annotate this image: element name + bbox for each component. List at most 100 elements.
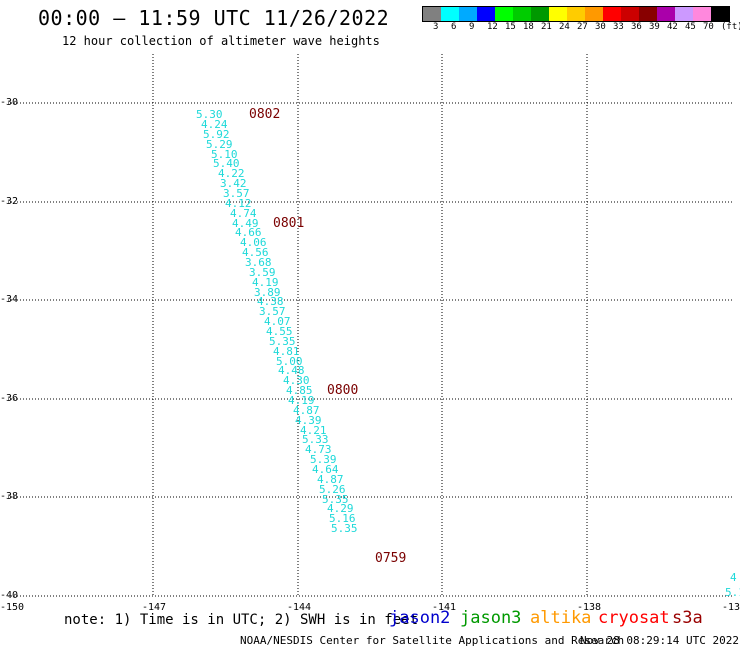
legend-swatch [657,7,675,21]
legend-swatch [549,7,567,21]
wave-height-value: 4.12 [225,197,252,210]
wave-height-value: 4.30 [283,374,310,387]
wave-height-value: 4.06 [240,236,267,249]
wave-height-value: 5.35 [269,335,296,348]
longitude-label: -150 [0,602,25,613]
latitude-label: -32 [0,196,19,207]
wave-height-value: 5.1 [725,586,740,599]
satellite-jason2: jason2 [389,608,451,628]
longitude-label: -144 [287,602,312,613]
wave-height-value: 4.85 [286,384,313,397]
legend-label: 12 [487,22,498,32]
wave-height-value: 4.19 [288,394,315,407]
wave-height-value: 5.35 [322,493,349,506]
legend-swatch [459,7,477,21]
longitude-label: -147 [142,602,167,613]
wave-height-value: 3.57 [259,305,286,318]
legend-swatch [513,7,531,21]
legend-swatch [603,7,621,21]
wave-height-value: 3.42 [220,177,247,190]
legend-swatch [585,7,603,21]
legend-swatch [675,7,693,21]
legend-label: 39 [649,22,660,32]
latitude-label: -30 [0,97,19,108]
wave-height-value: 4.39 [295,414,322,427]
latitude-label: -38 [0,491,19,502]
wave-height-value: 5.30 [196,108,223,121]
legend-swatch [639,7,657,21]
legend-swatch [477,7,495,21]
legend-label: 27 [577,22,588,32]
time-label: 0802 [249,107,281,122]
wave-height-value: 3.89 [254,286,281,299]
wave-height-value: 5.39 [310,453,337,466]
legend-swatch [531,7,549,21]
legend-swatch [711,7,729,21]
wave-height-value: 4.19 [252,276,279,289]
satellite-cryosat: cryosat [598,608,670,628]
legend-label: 36 [631,22,642,32]
longitude-label: -138 [577,602,602,613]
wave-height-value: 4.49 [232,217,259,230]
legend-label: 6 [451,22,457,32]
legend-label: 70 [703,22,714,32]
wave-height-value: 4.64 [312,463,339,476]
legend-label: 9 [469,22,475,32]
wave-height-value: 4.29 [327,502,354,515]
wave-height-value: 5.29 [206,138,233,151]
legend-swatch [567,7,585,21]
wave-height-value: 4.48 [278,364,305,377]
wave-height-value: 3.68 [245,256,272,269]
wave-height-value: 4.66 [235,226,262,239]
latitude-label: -34 [0,294,19,305]
wave-height-value: 4.56 [242,246,269,259]
wave-height-value: 5.35 [331,522,358,535]
wave-height-value: 5.00 [276,355,303,368]
note-text: note: 1) Time is in UTC; 2) SWH is in fe… [64,612,419,628]
legend-swatch [621,7,639,21]
satellite-jason3: jason3 [460,608,522,628]
legend-label: 30 [595,22,606,32]
wave-height-value: 5.33 [302,433,329,446]
wave-height-value: 5.16 [329,512,356,525]
wave-height-value: 4.81 [273,345,300,358]
legend-label: 3 [433,22,439,32]
wave-height-value: 4.24 [201,118,228,131]
wave-height-value: 4.74 [230,207,257,220]
longitude-label: -135 [722,602,740,613]
legend-label: 33 [613,22,624,32]
wave-height-value: 4.87 [317,473,344,486]
wave-height-value: 5.26 [319,483,346,496]
wave-height-value: 4.55 [266,325,293,338]
satellite-s3a: s3a [672,608,703,628]
legend-swatch [495,7,513,21]
color-legend [422,6,730,22]
wave-height-value: 3.57 [223,187,250,200]
legend-label: 24 [559,22,570,32]
time-label: 0800 [327,383,359,398]
wave-height-value: 4.38 [257,295,284,308]
legend-swatch [693,7,711,21]
wave-height-value: 5.40 [213,157,240,170]
credit-text: NOAA/NESDIS Center for Satellite Applica… [240,634,625,647]
wave-height-value: 4.22 [218,167,245,180]
wave-height-value: 4.21 [300,424,327,437]
latitude-label: -36 [0,393,19,404]
legend-swatch [423,7,441,21]
time-label: 0801 [273,216,305,231]
wave-height-value: 5.10 [211,148,238,161]
wave-height-value: 5.92 [203,128,230,141]
legend-label: 21 [541,22,552,32]
wave-height-value: 4.87 [293,404,320,417]
legend-label: 18 [523,22,534,32]
page-subtitle: 12 hour collection of altimeter wave hei… [62,34,380,48]
legend-label: (ft) [721,22,740,32]
wave-height-value: 3.59 [249,266,276,279]
time-label: 0759 [375,551,407,566]
legend-label: 15 [505,22,516,32]
legend-swatch [441,7,459,21]
legend-label: 42 [667,22,678,32]
generated-timestamp: Nov 28 08:29:14 UTC 2022 [580,634,739,647]
latitude-label: -40 [0,590,19,601]
